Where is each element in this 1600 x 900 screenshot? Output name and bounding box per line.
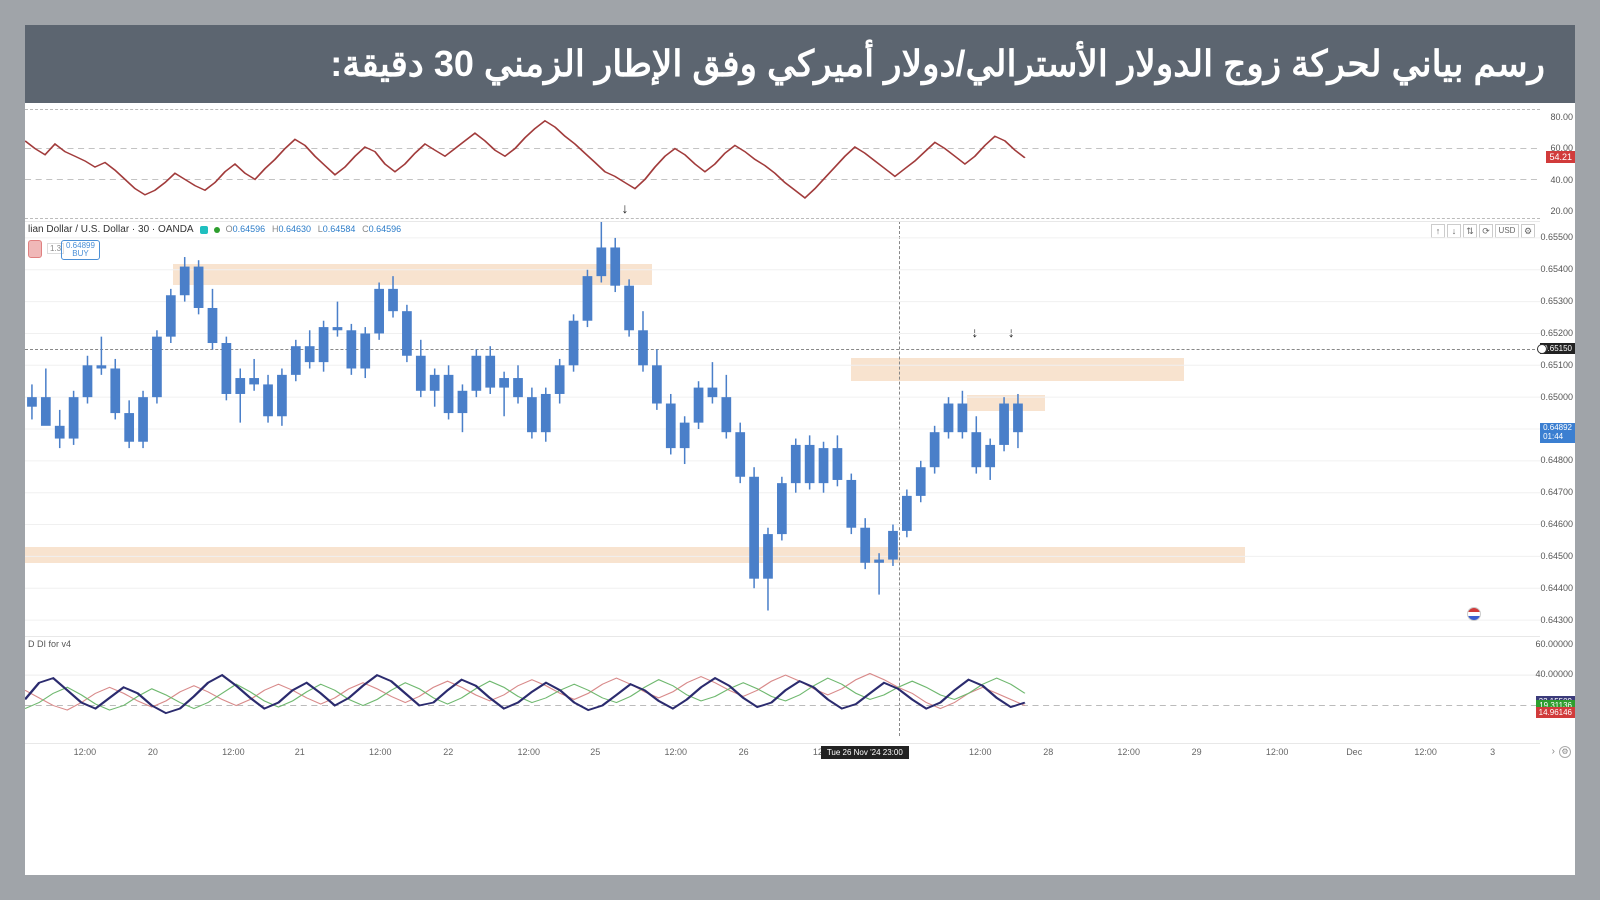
time-tick: 12:00 xyxy=(74,747,97,757)
time-tick: 12:00 xyxy=(369,747,392,757)
time-tick: 20 xyxy=(148,747,158,757)
scroll-right-icon[interactable]: › xyxy=(1552,746,1555,757)
time-axis: 12:00 20 12:00 21 12:00 22 12:00 25 12:00 26 12:00… xyxy=(25,743,1540,763)
time-tick: 22 xyxy=(443,747,453,757)
time-tick: 12:00 xyxy=(969,747,992,757)
time-tick: 21 xyxy=(295,747,305,757)
time-tick: 12:00 xyxy=(222,747,245,757)
price-panel[interactable] xyxy=(25,221,1540,636)
price-arrow-icon: ↓ xyxy=(621,200,628,216)
time-tick: 25 xyxy=(590,747,600,757)
di-value-badge: 14.96146 xyxy=(1536,707,1575,718)
time-tick: 12:00 xyxy=(664,747,687,757)
cursor-eye-icon xyxy=(1537,344,1547,354)
time-tick: 29 xyxy=(1192,747,1202,757)
country-flag-icon xyxy=(1467,607,1481,621)
rsi-panel xyxy=(25,109,1540,219)
cursor-time-badge: Tue 26 Nov '24 23:00 xyxy=(821,746,909,759)
time-tick: 12:00 xyxy=(1266,747,1289,757)
time-tick: 26 xyxy=(739,747,749,757)
time-tick: 12:00 xyxy=(517,747,540,757)
chart-screenshot: رسم بياني لحركة زوج الدولار الأسترالي/دو… xyxy=(25,25,1575,875)
time-tick: 3 xyxy=(1490,747,1495,757)
time-tick: 12:00 xyxy=(1414,747,1437,757)
time-tick: 12:00 xyxy=(1117,747,1140,757)
chart-area: 80.0060.0040.0020.0054.21 lian Dollar / … xyxy=(25,103,1575,869)
di-panel xyxy=(25,636,1540,736)
time-tick: Dec xyxy=(1346,747,1362,757)
rsi-current-badge: 54.21 xyxy=(1546,151,1575,163)
di-axis: 60.0000040.0000020.0000022.1550919.31136… xyxy=(1540,636,1575,736)
time-tick: 28 xyxy=(1043,747,1053,757)
current-price-badge: 0.6489201:44 xyxy=(1540,423,1575,443)
title-bar: رسم بياني لحركة زوج الدولار الأسترالي/دو… xyxy=(25,25,1575,103)
axis-settings-icon[interactable]: ⚙ xyxy=(1559,746,1571,758)
rsi-axis: 80.0060.0040.0020.0054.21 xyxy=(1540,109,1575,219)
price-axis: 0.655000.654000.653000.652000.651000.650… xyxy=(1540,221,1575,636)
